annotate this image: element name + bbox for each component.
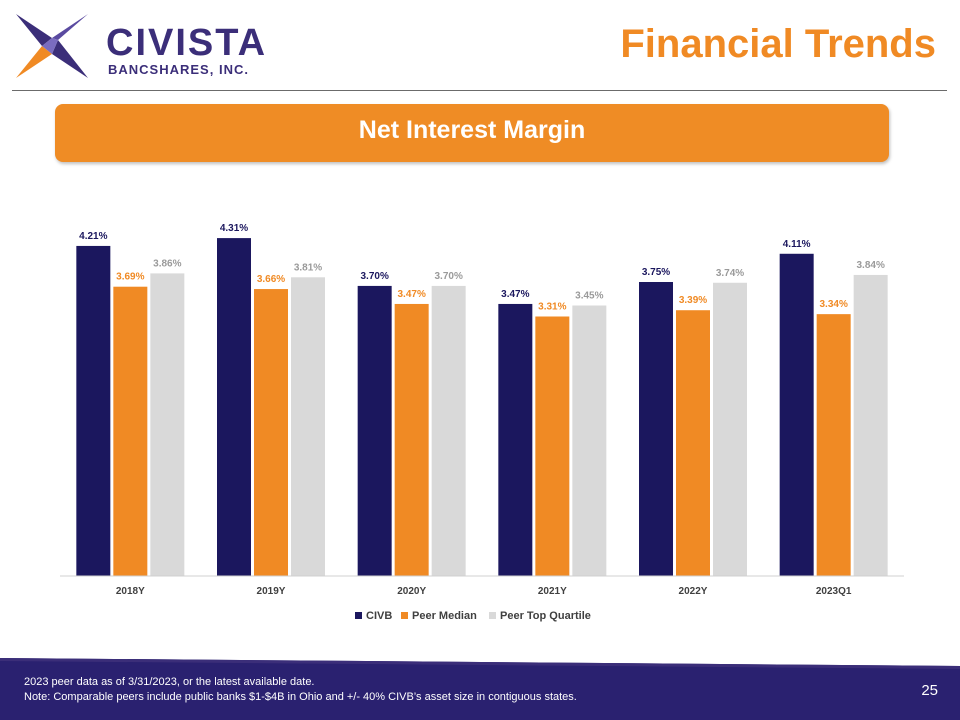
bar-civb-2023q1	[779, 253, 814, 576]
x-tick-label-2019y: 2019Y	[257, 586, 286, 597]
bar-civb-2022y	[639, 282, 673, 576]
data-label-peer-top-quartile-2018y: 3.86%	[153, 258, 181, 269]
legend-swatch-peer-top-quartile	[489, 612, 496, 619]
bar-peer-median-2023q1	[816, 314, 851, 576]
footer: 2023 peer data as of 3/31/2023, or the l…	[0, 658, 960, 720]
data-label-civb-2018y: 4.21%	[79, 231, 107, 242]
footnote-peer-definition: Note: Comparable peers include public ba…	[24, 691, 577, 703]
header-divider	[12, 90, 947, 91]
footer-background	[0, 658, 960, 720]
data-label-civb-2021y: 3.47%	[501, 289, 529, 300]
bar-peer-median-2020y	[394, 303, 429, 576]
bar-peer-top-quartile-2023q1	[853, 274, 888, 576]
legend-swatch-peer-median	[401, 612, 408, 619]
x-tick-label-2020y: 2020Y	[397, 586, 426, 597]
data-label-civb-2019y: 4.31%	[220, 223, 248, 234]
page-title: Financial Trends	[620, 22, 936, 66]
chart-title: Net Interest Margin	[358, 116, 586, 144]
bar-civb-2021y	[498, 303, 533, 576]
civista-star-icon	[16, 14, 88, 78]
data-label-peer-median-2021y: 3.31%	[538, 301, 566, 312]
bar-peer-median-2022y	[676, 310, 710, 576]
x-tick-label-2018y: 2018Y	[116, 586, 145, 597]
data-label-peer-median-2022y: 3.39%	[679, 295, 707, 306]
legend-swatch-civb	[355, 612, 362, 619]
data-label-peer-top-quartile-2020y: 3.70%	[434, 271, 462, 282]
data-label-civb-2020y: 3.70%	[360, 271, 388, 282]
bar-civb-2019y	[217, 238, 251, 576]
data-label-peer-top-quartile-2019y: 3.81%	[294, 262, 322, 273]
chart-title-banner: Net Interest Margin	[55, 104, 889, 162]
bar-peer-top-quartile-2021y	[572, 305, 607, 576]
bar-civb-2020y	[357, 285, 392, 576]
x-tick-label-2022y: 2022Y	[679, 586, 708, 597]
civista-logo: CIVISTA BANCSHARES, INC.	[12, 10, 265, 82]
bar-peer-median-2021y	[535, 316, 570, 576]
logo-name: CIVISTA	[106, 22, 268, 64]
bar-civb-2018y	[76, 245, 111, 576]
data-label-peer-top-quartile-2021y: 3.45%	[575, 291, 603, 302]
data-label-peer-top-quartile-2022y: 3.74%	[716, 268, 744, 279]
legend-label-peer-top-quartile: Peer Top Quartile	[500, 610, 591, 622]
data-label-peer-median-2023q1: 3.34%	[819, 299, 847, 310]
page-number: 25	[921, 682, 938, 699]
bar-peer-top-quartile-2020y	[431, 285, 466, 576]
data-label-peer-median-2019y: 3.66%	[257, 274, 285, 285]
bar-peer-median-2018y	[113, 286, 148, 576]
data-label-peer-top-quartile-2023q1: 3.84%	[856, 260, 884, 271]
bar-peer-median-2019y	[254, 289, 288, 576]
legend-label-civb: CIVB	[366, 610, 392, 622]
logo-subtitle: BANCSHARES, INC.	[108, 62, 249, 77]
footnote-peer-date: 2023 peer data as of 3/31/2023, or the l…	[24, 676, 315, 688]
bar-peer-top-quartile-2022y	[713, 282, 747, 576]
x-tick-label-2023q1: 2023Q1	[816, 586, 852, 597]
bar-peer-top-quartile-2018y	[150, 273, 185, 576]
bar-peer-top-quartile-2019y	[291, 277, 325, 576]
data-label-civb-2023q1: 4.11%	[783, 239, 811, 250]
data-label-civb-2022y: 3.75%	[642, 267, 670, 278]
x-tick-label-2021y: 2021Y	[538, 586, 567, 597]
legend-label-peer-median: Peer Median	[412, 610, 477, 622]
data-label-peer-median-2018y: 3.69%	[116, 272, 144, 283]
data-label-peer-median-2020y: 3.47%	[397, 289, 425, 300]
